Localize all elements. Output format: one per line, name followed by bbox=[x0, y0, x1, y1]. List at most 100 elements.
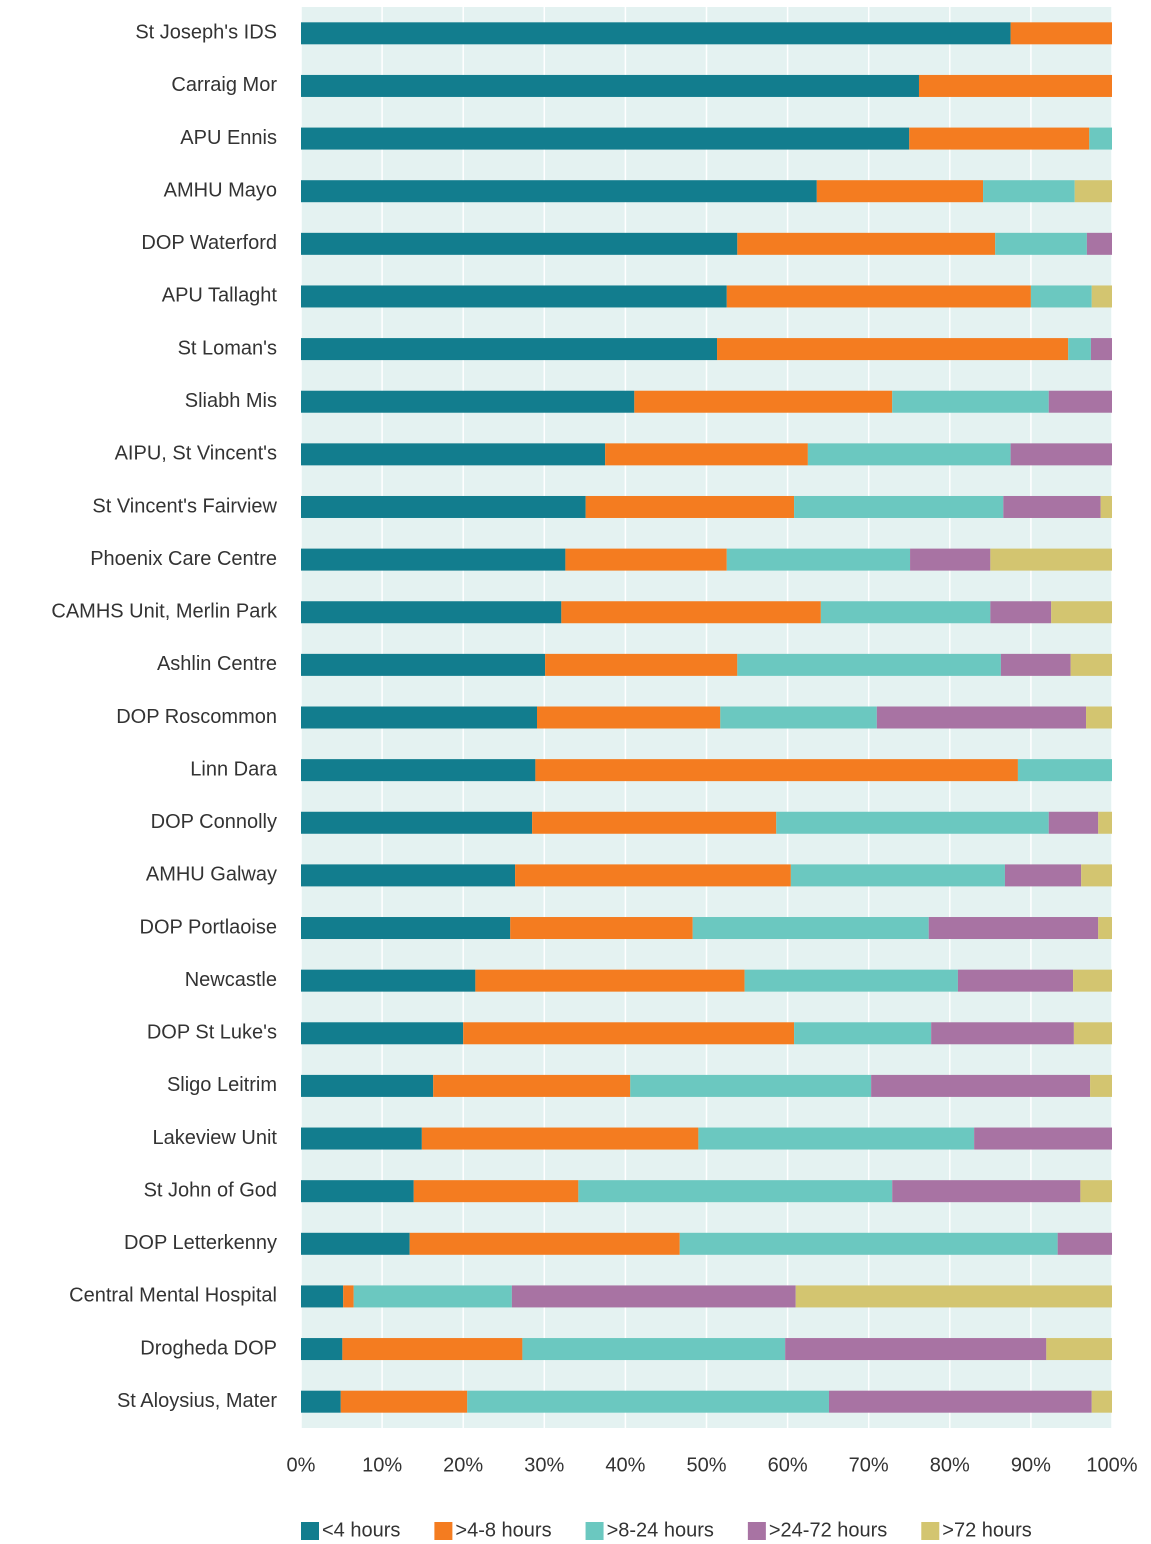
y-tick-label: DOP Connolly bbox=[151, 811, 277, 833]
bar-segment bbox=[892, 1180, 1081, 1203]
bar-segment bbox=[1090, 1074, 1112, 1097]
bar-segment bbox=[892, 390, 1049, 413]
x-tick-label: 30% bbox=[524, 1454, 564, 1476]
bar-segment bbox=[522, 1338, 786, 1361]
legend-swatch bbox=[301, 1522, 319, 1540]
bar-segment bbox=[1098, 917, 1112, 940]
bar-segment bbox=[511, 1285, 796, 1308]
bar-segment bbox=[413, 1180, 579, 1203]
y-tick-label: Phoenix Care Centre bbox=[90, 548, 277, 570]
legend-label: >4-8 hours bbox=[455, 1519, 551, 1541]
bar-segment bbox=[301, 1390, 341, 1413]
bar-segment bbox=[1051, 601, 1112, 624]
bar-segment bbox=[340, 1390, 468, 1413]
bar-segment bbox=[871, 1074, 1091, 1097]
bar-segment bbox=[301, 969, 476, 992]
y-tick-label: St Loman's bbox=[178, 337, 277, 359]
bar-segment bbox=[737, 232, 996, 255]
bar-segment bbox=[1073, 969, 1112, 992]
bar-segment bbox=[990, 548, 1112, 571]
bar-segment bbox=[578, 1180, 893, 1203]
bar-segment bbox=[301, 495, 586, 518]
bar-segment bbox=[301, 180, 817, 203]
bar-segment bbox=[343, 1285, 354, 1308]
bar-segment bbox=[1091, 1390, 1112, 1413]
bar-segment bbox=[1048, 390, 1112, 413]
y-tick-label: APU Ennis bbox=[180, 127, 277, 149]
legend-swatch bbox=[434, 1522, 453, 1540]
y-tick-label: Ashlin Centre bbox=[157, 653, 277, 675]
bar-segment bbox=[301, 1285, 344, 1308]
bar-segment bbox=[1000, 653, 1071, 676]
y-tick-label: Sligo Leitrim bbox=[167, 1074, 277, 1096]
y-tick-label: AMHU Galway bbox=[146, 864, 277, 886]
bar-segment bbox=[794, 495, 1004, 518]
y-tick-label: St Vincent's Fairview bbox=[92, 495, 277, 517]
bar-segment bbox=[301, 653, 546, 676]
bar-segment bbox=[1091, 285, 1112, 308]
bar-segment bbox=[421, 1127, 699, 1150]
bar-segment bbox=[342, 1338, 523, 1361]
bar-segment bbox=[545, 653, 738, 676]
y-tick-label: AIPU, St Vincent's bbox=[115, 443, 277, 465]
bar-segment bbox=[532, 811, 777, 834]
x-tick-label: 100% bbox=[1086, 1454, 1137, 1476]
x-tick-label: 0% bbox=[287, 1454, 316, 1476]
bar-segment bbox=[565, 548, 727, 571]
bar-segment bbox=[353, 1285, 512, 1308]
bar-segment bbox=[463, 1022, 795, 1045]
bar-segment bbox=[1003, 495, 1101, 518]
bar-segment bbox=[726, 285, 1031, 308]
x-tick-label: 10% bbox=[362, 1454, 402, 1476]
bar-segment bbox=[1010, 22, 1112, 45]
bar-segment bbox=[995, 232, 1087, 255]
x-tick-label: 50% bbox=[686, 1454, 726, 1476]
bar-segment bbox=[785, 1338, 1047, 1361]
bar-segment bbox=[1080, 1180, 1112, 1203]
bar-segment bbox=[301, 443, 606, 466]
bar-segment bbox=[585, 495, 795, 518]
bar-segment bbox=[1017, 759, 1112, 782]
y-tick-label: APU Tallaght bbox=[162, 285, 278, 307]
bar-segment bbox=[535, 759, 1018, 782]
y-tick-label: DOP St Luke's bbox=[147, 1022, 277, 1044]
bar-segment bbox=[909, 127, 1090, 150]
x-tick-label: 20% bbox=[443, 1454, 483, 1476]
bar-segment bbox=[820, 601, 991, 624]
x-tick-label: 60% bbox=[768, 1454, 808, 1476]
bar-segment bbox=[301, 1180, 414, 1203]
bar-segment bbox=[816, 180, 984, 203]
bar-segment bbox=[301, 917, 511, 940]
bar-segment bbox=[717, 338, 1069, 361]
bar-segment bbox=[475, 969, 745, 992]
x-tick-label: 40% bbox=[605, 1454, 645, 1476]
bar-segment bbox=[928, 917, 1099, 940]
bar-segment bbox=[1100, 495, 1112, 518]
bar-segment bbox=[515, 864, 791, 887]
bar-segment bbox=[1089, 127, 1112, 150]
bar-segment bbox=[795, 1285, 1112, 1308]
bar-segment bbox=[301, 864, 516, 887]
bar-segment bbox=[301, 548, 566, 571]
y-tick-label: Central Mental Hospital bbox=[69, 1285, 277, 1307]
bar-segment bbox=[301, 338, 718, 361]
legend-label: >72 hours bbox=[942, 1519, 1032, 1541]
y-tick-label: Newcastle bbox=[185, 969, 277, 991]
bar-segment bbox=[1046, 1338, 1112, 1361]
bar-segment bbox=[1010, 443, 1112, 466]
y-tick-label: DOP Waterford bbox=[141, 232, 277, 254]
bar-segment bbox=[301, 1022, 464, 1045]
y-tick-label: DOP Letterkenny bbox=[124, 1232, 277, 1254]
bar-segment bbox=[1086, 706, 1112, 729]
bar-segment bbox=[1048, 811, 1099, 834]
y-tick-label: Carraig Mor bbox=[171, 74, 277, 96]
y-tick-label: St Joseph's IDS bbox=[135, 22, 277, 44]
bar-segment bbox=[301, 390, 635, 413]
bar-segment bbox=[720, 706, 877, 729]
bar-segment bbox=[467, 1390, 829, 1413]
bar-segment bbox=[790, 864, 1005, 887]
bar-segment bbox=[1086, 232, 1112, 255]
bar-segment bbox=[698, 1127, 975, 1150]
bar-segment bbox=[918, 74, 1112, 97]
